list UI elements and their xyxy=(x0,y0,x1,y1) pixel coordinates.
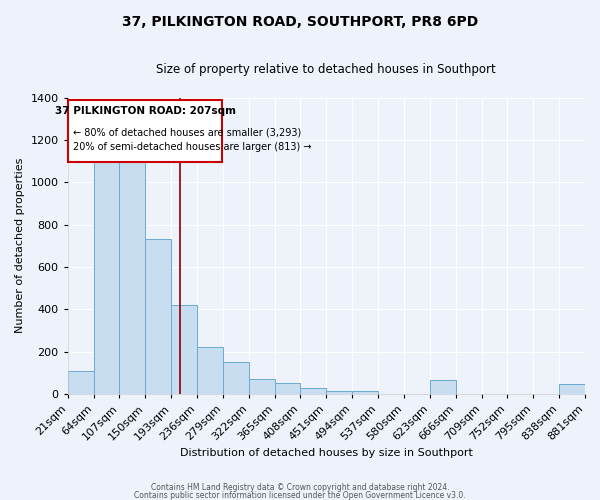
Text: 20% of semi-detached houses are larger (813) →: 20% of semi-detached houses are larger (… xyxy=(73,142,311,152)
Title: Size of property relative to detached houses in Southport: Size of property relative to detached ho… xyxy=(157,62,496,76)
Bar xyxy=(249,379,275,394)
Text: 37, PILKINGTON ROAD, SOUTHPORT, PR8 6PD: 37, PILKINGTON ROAD, SOUTHPORT, PR8 6PD xyxy=(122,15,478,29)
Bar xyxy=(430,380,455,394)
Bar xyxy=(119,150,145,394)
Bar xyxy=(171,305,197,394)
Bar xyxy=(68,370,94,394)
Bar xyxy=(301,388,326,394)
Bar xyxy=(145,240,171,394)
Text: 37 PILKINGTON ROAD: 207sqm: 37 PILKINGTON ROAD: 207sqm xyxy=(55,106,236,116)
Bar xyxy=(68,100,222,162)
Bar xyxy=(275,384,301,394)
Bar xyxy=(326,391,352,394)
Text: Contains public sector information licensed under the Open Government Licence v3: Contains public sector information licen… xyxy=(134,490,466,500)
X-axis label: Distribution of detached houses by size in Southport: Distribution of detached houses by size … xyxy=(180,448,473,458)
Bar xyxy=(559,384,585,394)
Y-axis label: Number of detached properties: Number of detached properties xyxy=(15,158,25,334)
Bar xyxy=(94,148,119,394)
Text: ← 80% of detached houses are smaller (3,293): ← 80% of detached houses are smaller (3,… xyxy=(73,127,301,137)
Text: Contains HM Land Registry data © Crown copyright and database right 2024.: Contains HM Land Registry data © Crown c… xyxy=(151,484,449,492)
Bar xyxy=(223,362,249,394)
Bar xyxy=(352,391,378,394)
Bar xyxy=(197,348,223,394)
